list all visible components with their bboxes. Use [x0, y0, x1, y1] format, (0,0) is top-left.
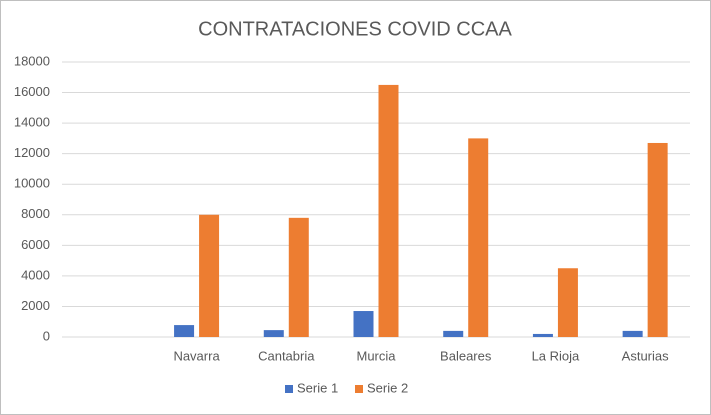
y-tick-label: 2000 — [21, 298, 50, 313]
x-tick-label: Murcia — [356, 348, 396, 363]
bar — [174, 325, 195, 337]
x-tick-label: Baleares — [440, 348, 492, 363]
bar — [532, 333, 553, 337]
bar — [622, 330, 643, 337]
y-tick-label: 4000 — [21, 267, 50, 282]
bar — [353, 311, 374, 337]
y-tick-label: 10000 — [14, 176, 50, 191]
bar — [647, 142, 668, 337]
x-tick-label: La Rioja — [532, 348, 580, 363]
legend-swatch — [355, 385, 363, 393]
legend-label: Serie 1 — [297, 380, 338, 395]
y-tick-label: 18000 — [14, 53, 50, 68]
y-tick-label: 14000 — [14, 115, 50, 130]
chart-title: CONTRATACIONES COVID CCAA — [198, 18, 512, 40]
y-tick-label: 16000 — [14, 84, 50, 99]
legend-swatch — [285, 385, 293, 393]
bar — [557, 268, 578, 337]
legend-label: Serie 2 — [367, 380, 408, 395]
bar — [443, 330, 464, 337]
x-tick-label: Asturias — [622, 348, 669, 363]
x-tick-label: Navarra — [173, 348, 220, 363]
y-tick-label: 12000 — [14, 145, 50, 160]
bar — [288, 217, 309, 337]
bar — [199, 214, 220, 337]
y-tick-label: 6000 — [21, 237, 50, 252]
bar — [263, 330, 284, 337]
bar — [378, 84, 399, 338]
y-tick-label: 0 — [43, 328, 50, 343]
x-tick-label: Cantabria — [258, 348, 315, 363]
y-tick-label: 8000 — [21, 206, 50, 221]
bar — [468, 138, 489, 337]
